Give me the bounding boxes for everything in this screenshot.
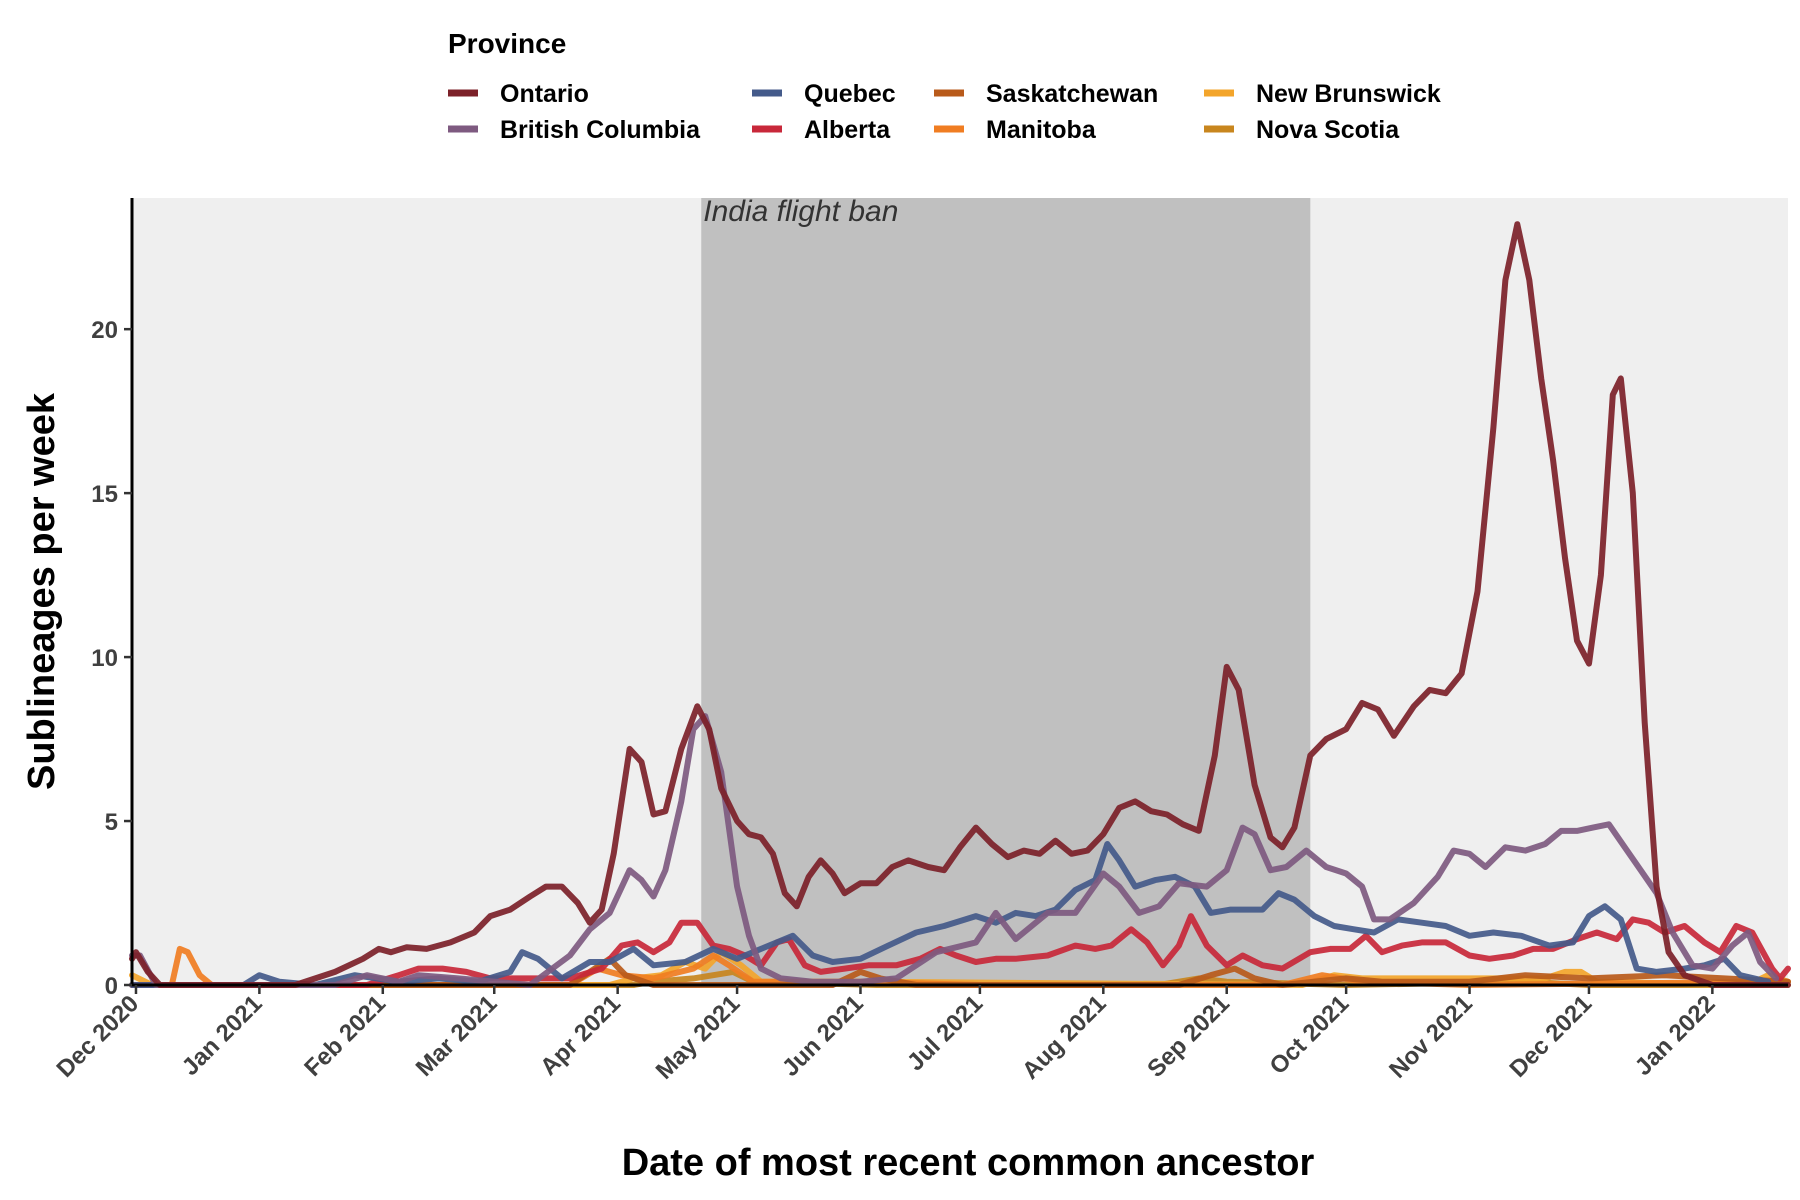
series-line-saskatchewan: [129, 955, 1791, 988]
y-tick-label: 10: [91, 645, 118, 672]
legend-item-saskatchewan: Saskatchewan: [934, 80, 1158, 108]
legend-label: Quebec: [804, 80, 896, 108]
series-line-ontario: [129, 221, 1791, 988]
x-tick-label: May 2021: [651, 990, 746, 1085]
x-tick-label: Jan 2022: [1630, 990, 1721, 1081]
x-tick-label: Sep 2021: [1142, 990, 1235, 1083]
y-tick-label: 0: [105, 973, 118, 1000]
series-line-manitoba: [129, 945, 1791, 988]
india-flight-ban-shading: [701, 198, 1311, 985]
legend-title: Province: [448, 28, 566, 59]
legend-item-ontario: Ontario: [448, 80, 589, 108]
series-line-british-columbia: [129, 713, 1780, 988]
legend-label: New Brunswick: [1256, 80, 1441, 108]
legend-item-manitoba: Manitoba: [934, 116, 1097, 144]
x-axis-title: Date of most recent common ancestor: [622, 1142, 1315, 1184]
series-lines: [129, 221, 1791, 988]
india-flight-ban-label: India flight ban: [703, 195, 898, 228]
x-tick-label: Jan 2021: [177, 990, 268, 1081]
legend-item-nova-scotia: Nova Scotia: [1204, 116, 1400, 144]
x-tick-label: Dec 2021: [1505, 990, 1598, 1083]
y-axis-title: Sublineages per week: [21, 392, 63, 790]
legend-label: Manitoba: [986, 116, 1097, 144]
x-tick-label: Aug 2021: [1017, 990, 1112, 1085]
y-tick-label: 20: [91, 317, 118, 344]
legend-item-british-columbia: British Columbia: [448, 116, 701, 144]
series-line-alberta: [129, 913, 1791, 988]
y-tick-label: 15: [91, 481, 118, 508]
y-tick-label: 5: [105, 809, 118, 836]
x-tick-label: Nov 2021: [1384, 990, 1478, 1084]
legend-item-alberta: Alberta: [752, 116, 891, 144]
legend-label: Saskatchewan: [986, 80, 1158, 108]
legend-label: Ontario: [500, 80, 589, 108]
legend-item-quebec: Quebec: [752, 80, 896, 108]
x-tick-label: Mar 2021: [411, 990, 503, 1082]
x-tick-label: Apr 2021: [535, 990, 626, 1081]
x-axis-ticks: Dec 2020 Jan 2021 Feb 2021 Mar 2021 Apr 2021…: [52, 985, 1721, 1085]
legend-label: British Columbia: [500, 116, 701, 144]
y-axis-ticks: 0 5 10 15 20: [91, 317, 132, 1000]
x-tick-label: Oct 2021: [1265, 990, 1355, 1080]
legend-label: Nova Scotia: [1256, 116, 1400, 144]
x-tick-label: Feb 2021: [299, 990, 391, 1082]
x-tick-label: Jun 2021: [777, 990, 869, 1082]
legend: Province Ontario British Columbia Quebec Alb…: [448, 28, 1441, 144]
legend-item-new-brunswick: New Brunswick: [1204, 80, 1441, 108]
x-tick-label: Dec 2020: [52, 990, 145, 1083]
legend-label: Alberta: [804, 116, 891, 144]
x-tick-label: Jul 2021: [902, 990, 988, 1076]
